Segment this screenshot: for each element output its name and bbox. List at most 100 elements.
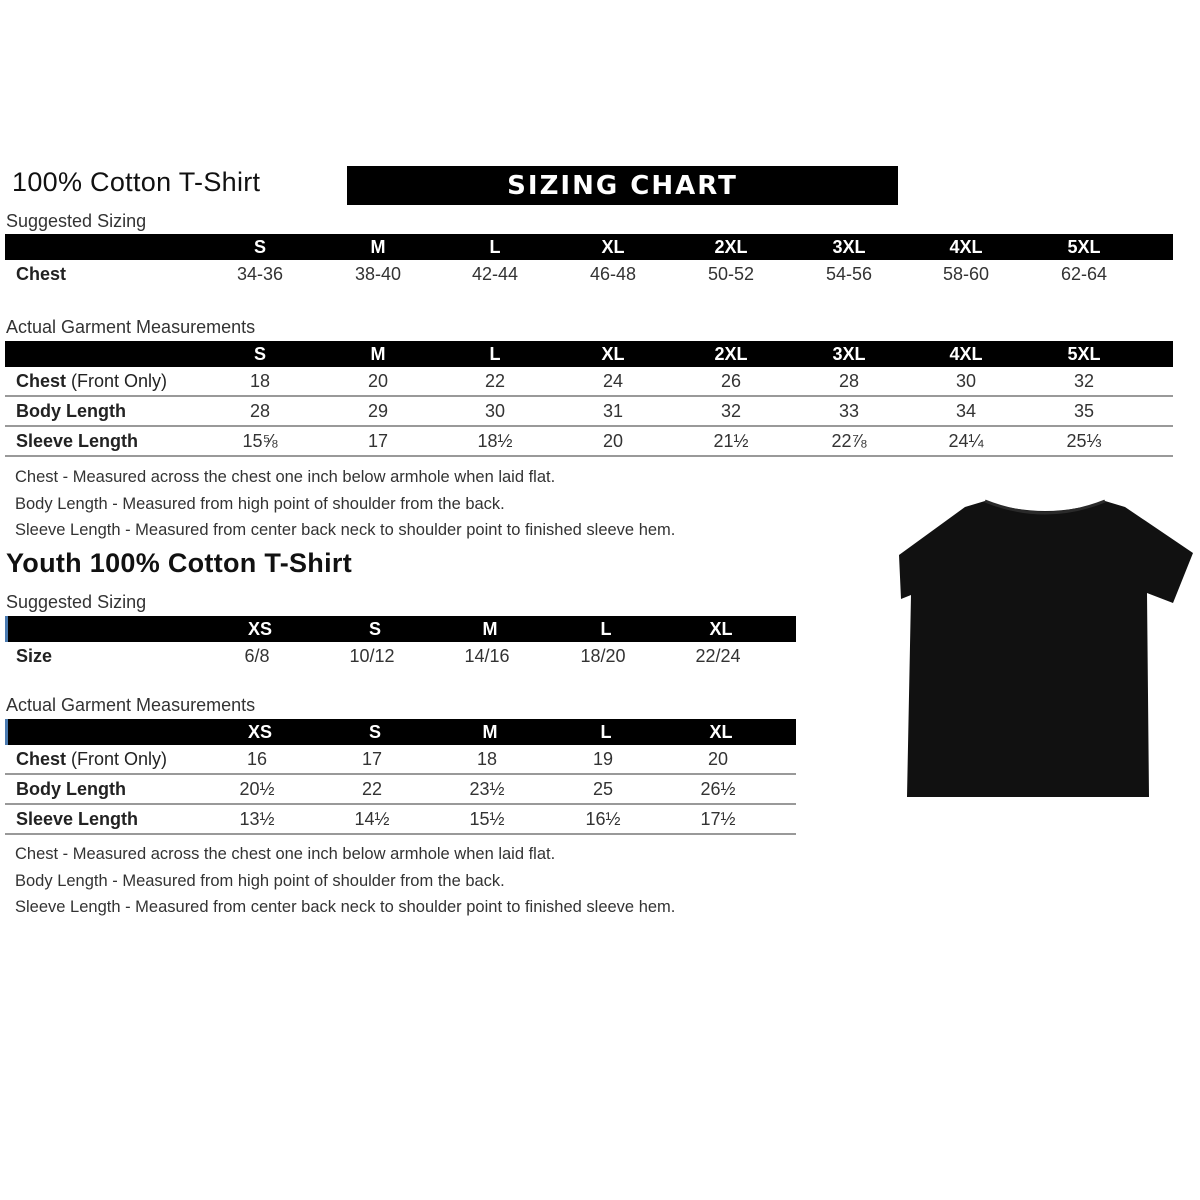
size-header-2xl: 2XL: [714, 237, 748, 257]
cell-value: 18: [476, 749, 498, 769]
sizing-chart-banner: SIZING CHART: [347, 166, 898, 205]
table-row: Sleeve Length 15⅝ 17 18½ 20 21½ 22⅞ 24¼ 25⅓: [5, 427, 1173, 455]
cell-value: 17: [367, 431, 389, 451]
size-header-5xl: 5XL: [1067, 344, 1101, 364]
cell-value: 20: [602, 431, 624, 451]
row-label: Chest (Front Only): [16, 745, 167, 773]
table-row: Body Length 28 29 30 31 32 33 34 35: [5, 397, 1173, 425]
adult-title: 100% Cotton T-Shirt: [12, 167, 261, 197]
row-label-text: Body Length: [16, 401, 126, 421]
cell-value: 62-64: [1060, 264, 1108, 284]
cell-value: 24¼: [948, 431, 984, 451]
youth-actual-label: Actual Garment Measurements: [6, 695, 256, 715]
row-label: Sleeve Length: [16, 427, 138, 455]
cell-value: 50-52: [707, 264, 755, 284]
note-chest: Chest - Measured across the chest one in…: [15, 468, 556, 486]
cell-value: 42-44: [471, 264, 519, 284]
size-header-s: S: [253, 344, 267, 364]
size-header-l: L: [489, 344, 501, 364]
size-header-2xl: 2XL: [714, 344, 748, 364]
adult-notes: Chest - Measured across the chest one in…: [15, 464, 675, 544]
cell-value: 32: [720, 401, 742, 421]
adult-suggested-label: Suggested Sizing: [6, 211, 147, 231]
size-header-m: M: [370, 344, 386, 364]
cell-value: 28: [249, 401, 271, 421]
youth-notes: Chest - Measured across the chest one in…: [15, 841, 675, 921]
cell-value: 34-36: [236, 264, 284, 284]
adult-actual-table: S M L XL 2XL 3XL 4XL 5XL Chest (Front Only) 18 20 2…: [5, 341, 1173, 457]
size-header-3xl: 3XL: [832, 237, 866, 257]
cell-value: 32: [1073, 371, 1095, 391]
table-row: Size 6/8 10/12 14/16 18/20 22/24: [5, 642, 796, 670]
row-label-text: Chest: [16, 749, 67, 769]
cell-value: 10/12: [349, 646, 395, 666]
cell-value: 23½: [469, 779, 505, 799]
cell-value: 26½: [700, 779, 736, 799]
cell-value: 14/16: [464, 646, 510, 666]
cell-value: 16½: [585, 809, 621, 829]
cell-value: 25: [592, 779, 614, 799]
cell-value: 30: [955, 371, 977, 391]
size-header-xl: XL: [709, 619, 733, 639]
cell-value: 22: [361, 779, 383, 799]
cell-value: 15½: [469, 809, 505, 829]
row-label: Body Length: [16, 397, 126, 425]
row-label-text: Body Length: [16, 779, 126, 799]
row-label-text: Chest: [16, 264, 67, 284]
row-divider: [5, 425, 1173, 427]
size-header-xl: XL: [709, 722, 733, 742]
row-label-text: Sleeve Length: [16, 809, 139, 829]
youth-suggested-table: XS S M L XL Size 6/8 10/12 14/16 18/20 22/24: [5, 616, 796, 670]
cell-value: 13½: [239, 809, 275, 829]
cell-value: 26: [720, 371, 742, 391]
youth-title: Youth 100% Cotton T-Shirt: [6, 548, 352, 578]
size-header-l: L: [600, 619, 612, 639]
note-sleeve-length: Sleeve Length - Measured from center bac…: [15, 521, 676, 539]
row-label: Chest: [16, 260, 66, 288]
cell-value: 17: [361, 749, 383, 769]
cell-value: 30: [484, 401, 506, 421]
cell-value: 54-56: [825, 264, 873, 284]
row-label-text: Chest: [16, 371, 67, 391]
cell-value: 18½: [477, 431, 513, 451]
size-header-4xl: 4XL: [949, 237, 983, 257]
cell-value: 34: [955, 401, 977, 421]
cell-value: 25⅓: [1066, 431, 1102, 451]
table-row: Body Length 20½ 22 23½ 25 26½: [5, 775, 796, 803]
cell-value: 24: [602, 371, 624, 391]
size-header-5xl: 5XL: [1067, 237, 1101, 257]
cell-value: 18: [249, 371, 271, 391]
size-header-4xl: 4XL: [949, 344, 983, 364]
row-label-suffix: (Front Only): [66, 371, 168, 391]
cell-value: 31: [602, 401, 624, 421]
cell-value: 33: [838, 401, 860, 421]
table-row: Chest 34-36 38-40 42-44 46-48 50-52 54-56 58-60…: [5, 260, 1173, 288]
youth-actual-table: XS S M L XL Chest (Front Only) 16 17 18 19 20 Body …: [5, 719, 796, 835]
row-label-text: Size: [16, 646, 53, 666]
cell-value: 22⅞: [831, 431, 867, 451]
size-header-xs: XS: [247, 722, 273, 742]
cell-value: 22: [484, 371, 506, 391]
note-chest: Chest - Measured across the chest one in…: [15, 845, 556, 863]
cell-value: 28: [838, 371, 860, 391]
note-sleeve-length: Sleeve Length - Measured from center bac…: [15, 898, 676, 916]
row-label: Sleeve Length: [16, 805, 138, 833]
cell-value: 38-40: [354, 264, 402, 284]
size-header-m: M: [482, 722, 498, 742]
adult-suggested-table: S M L XL 2XL 3XL 4XL 5XL Chest 34-36 38-40 42-44 46-…: [5, 234, 1173, 288]
note-body-length: Body Length - Measured from high point o…: [15, 494, 505, 513]
cell-value: 15⅝: [242, 431, 278, 451]
row-divider: [5, 833, 796, 835]
size-header-xl: XL: [601, 344, 625, 364]
size-header-l: L: [489, 237, 501, 257]
cell-value: 18/20: [580, 646, 626, 666]
size-header-s: S: [368, 619, 382, 639]
size-header-xl: XL: [601, 237, 625, 257]
youth-suggested-label: Suggested Sizing: [6, 592, 147, 612]
cell-value: 35: [1073, 401, 1095, 421]
cell-value: 14½: [354, 809, 390, 829]
size-header-s: S: [253, 237, 267, 257]
row-divider: [5, 455, 1173, 457]
row-label-text: Sleeve Length: [16, 431, 139, 451]
